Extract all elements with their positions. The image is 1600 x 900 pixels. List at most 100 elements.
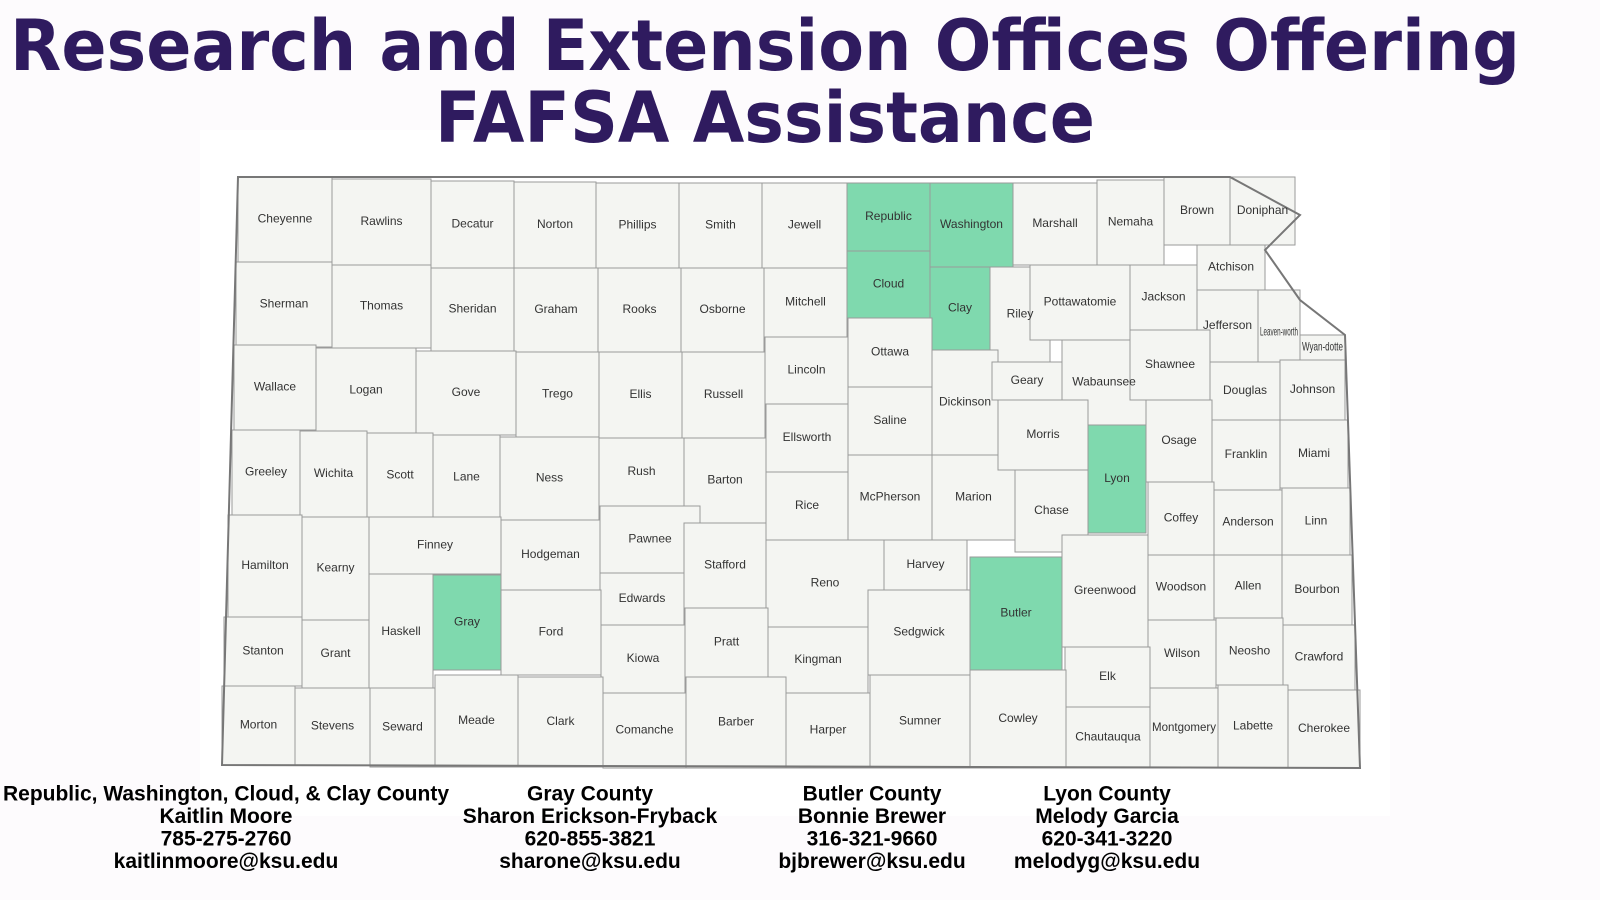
county	[368, 516, 502, 575]
county-label: Franklin	[1225, 447, 1268, 461]
county-label: Logan	[349, 383, 382, 397]
county	[331, 264, 432, 349]
county-label: Rice	[795, 498, 819, 512]
county-label: McPherson	[860, 490, 921, 504]
county-label: Marshall	[1032, 216, 1077, 230]
county-label: Kingman	[794, 652, 841, 666]
county	[500, 519, 601, 591]
county	[368, 573, 434, 691]
county	[1012, 182, 1098, 266]
county	[1215, 617, 1284, 686]
county-label: Wilson	[1164, 646, 1200, 660]
county	[765, 403, 849, 473]
county	[430, 267, 515, 352]
county-label: Osage	[1161, 433, 1197, 447]
county	[598, 437, 685, 507]
county-map	[220, 176, 1362, 770]
county	[1211, 419, 1281, 491]
county-label: Morton	[240, 718, 277, 732]
county-label: Montgomery	[1152, 720, 1216, 734]
county-label: Dickinson	[939, 395, 991, 409]
county	[231, 429, 301, 516]
county-label: Decatur	[451, 217, 493, 231]
county-label: Gove	[452, 385, 481, 399]
county-labels: Cheyenne Rawlins Decatur Norton Phillips Smit…	[240, 203, 1351, 744]
contact-phone: 620-341-3220	[1042, 828, 1173, 851]
county-label: Stevens	[311, 719, 354, 733]
county-label: Hodgeman	[521, 547, 580, 561]
county	[681, 351, 766, 439]
county	[1163, 176, 1231, 246]
county-label: Douglas	[1223, 383, 1267, 397]
county-label: Mitchell	[785, 295, 826, 309]
contact-email: kaitlinmoore@ksu.edu	[114, 850, 339, 873]
county	[847, 386, 933, 456]
county-label: Bourbon	[1294, 582, 1339, 596]
county-label: Haskell	[381, 624, 420, 638]
county-label: Clark	[546, 714, 575, 728]
county	[1229, 176, 1296, 246]
county	[1145, 399, 1213, 483]
county	[369, 687, 436, 768]
county-label: Nemaha	[1108, 215, 1154, 229]
county	[846, 250, 931, 319]
county-label: Clay	[948, 301, 972, 315]
county-label: Crawford	[1295, 650, 1344, 664]
county-label: Kearny	[316, 561, 354, 575]
contact-name: Sharon Erickson-Fryback	[463, 805, 718, 828]
county	[597, 267, 682, 353]
county	[299, 430, 368, 518]
county	[301, 619, 370, 689]
county	[1196, 244, 1266, 291]
county-label: Leaven-worth	[1260, 325, 1298, 339]
contact-name: Bonnie Brewer	[798, 805, 946, 828]
county-label: Wyan-dotte	[1302, 340, 1343, 354]
county-label: Washington	[940, 217, 1003, 231]
county-label: Doniphan	[1237, 203, 1288, 217]
county	[1064, 646, 1151, 708]
county-label: Barton	[707, 473, 742, 487]
county	[600, 624, 686, 694]
county	[513, 267, 599, 353]
county-label: Norton	[537, 217, 573, 231]
county-label: Stafford	[704, 558, 746, 572]
county-label: Coffey	[1164, 511, 1198, 525]
county-label: Cherokee	[1298, 721, 1350, 735]
contact-email: melodyg@ksu.edu	[1014, 850, 1200, 873]
county-label: Woodson	[1156, 580, 1206, 594]
county	[233, 344, 317, 431]
county	[1061, 534, 1149, 648]
county	[1279, 359, 1346, 421]
county-label: Rawlins	[360, 214, 402, 228]
county-label: Russell	[704, 387, 743, 401]
county	[684, 607, 769, 678]
county-label: Grant	[320, 646, 351, 660]
county-label: Hamilton	[241, 558, 288, 572]
county	[221, 685, 296, 766]
county	[1129, 329, 1211, 401]
county-label: Pawnee	[628, 532, 672, 546]
county-label: Neosho	[1229, 644, 1271, 658]
county-label: Pratt	[714, 635, 740, 649]
county	[683, 522, 767, 609]
county	[761, 182, 848, 269]
county-label: Johnson	[1290, 382, 1335, 396]
county-label: Shawnee	[1145, 357, 1195, 371]
county-label: Rooks	[622, 302, 656, 316]
county-label: Finney	[417, 538, 453, 552]
county	[883, 539, 968, 591]
county	[869, 674, 971, 769]
county	[301, 516, 370, 621]
county	[1149, 687, 1219, 769]
county-label: Wichita	[314, 466, 354, 480]
county-label: Sherman	[260, 297, 309, 311]
county-label: Greeley	[245, 465, 287, 479]
county	[929, 266, 991, 351]
county	[931, 349, 999, 456]
county-label: Ford	[539, 625, 564, 639]
county	[685, 676, 787, 769]
county-label: Geary	[1011, 373, 1044, 387]
county-label: Cowley	[998, 711, 1037, 725]
